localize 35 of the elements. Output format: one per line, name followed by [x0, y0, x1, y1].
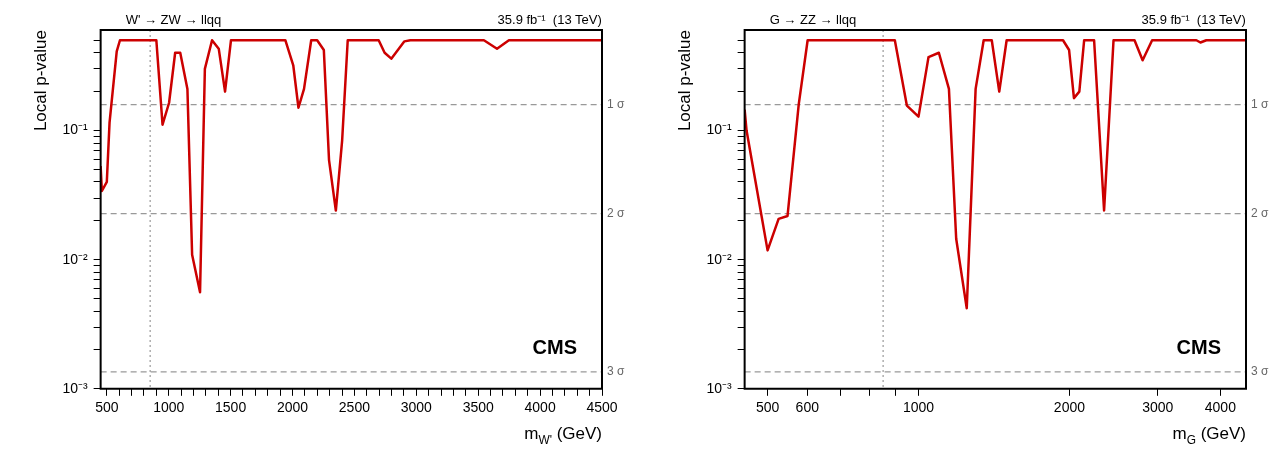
- annotation: CMS: [1176, 335, 1221, 358]
- ref-line-label: 3 σ: [607, 364, 626, 379]
- ref-line-label: 1 σ: [607, 96, 626, 111]
- ref-line-label: 3 σ: [1251, 364, 1270, 379]
- annotation: CMS: [532, 335, 577, 358]
- x-tick-label: 600: [795, 399, 820, 416]
- chart-title: W' → ZW → llqq: [125, 12, 222, 27]
- y-tick-label: 10⁻¹: [706, 121, 732, 138]
- x-tick-label: 2500: [338, 399, 371, 416]
- y-axis-title: Local p-value: [674, 30, 694, 132]
- chart-title: G → ZZ → llqq: [769, 12, 857, 27]
- ref-line-label: 2 σ: [1251, 205, 1270, 220]
- y-tick-label: 10⁻²: [62, 250, 88, 267]
- x-tick-label: 500: [95, 399, 119, 416]
- y-tick-label: 10⁻³: [706, 379, 732, 396]
- y-tick-label: 10⁻³: [62, 379, 88, 396]
- chart-subtitle: 35.9 fb⁻¹ (13 TeV): [497, 12, 602, 27]
- x-tick-label: 1000: [902, 399, 935, 416]
- x-tick-label: 3000: [400, 399, 433, 416]
- x-tick-label: 4000: [524, 399, 556, 416]
- x-tick-label: 3500: [462, 399, 494, 416]
- x-tick-label: 4500: [586, 399, 618, 416]
- x-tick-label: 3000: [1142, 399, 1174, 416]
- x-tick-label: 2000: [276, 399, 309, 416]
- x-tick-label: 4000: [1204, 399, 1237, 416]
- x-tick-label: 1000: [153, 399, 185, 416]
- y-axis-title: Local p-value: [30, 30, 50, 132]
- ref-line-label: 1 σ: [1251, 96, 1270, 111]
- y-tick-label: 10⁻¹: [62, 121, 88, 138]
- x-tick-label: 500: [755, 399, 780, 416]
- chart-subtitle: 35.9 fb⁻¹ (13 TeV): [1141, 12, 1246, 27]
- x-tick-label: 2000: [1053, 399, 1086, 416]
- y-tick-label: 10⁻²: [706, 250, 732, 267]
- x-tick-label: 1500: [215, 399, 247, 416]
- ref-line-label: 2 σ: [607, 205, 626, 220]
